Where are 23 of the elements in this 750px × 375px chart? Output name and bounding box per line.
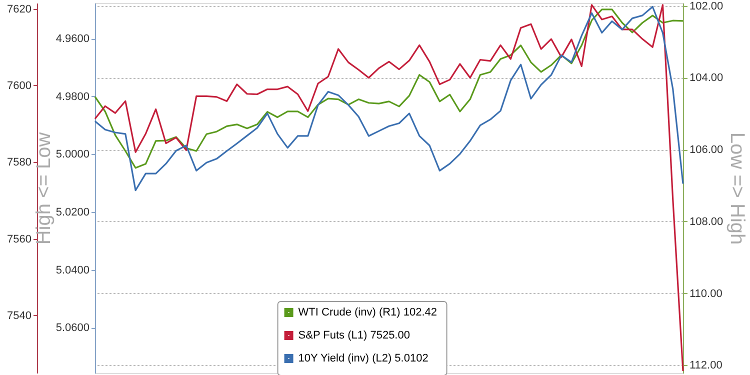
y3-tick-label: 5.0600: [56, 322, 90, 334]
y-tick-label: 7540: [7, 310, 32, 322]
legend-label: 10Y Yield (inv) (L2) 5.0102: [298, 352, 428, 364]
legend-label: S&P Futs (L1) 7525.00: [298, 330, 410, 342]
y-tick-label: 7560: [7, 233, 32, 246]
y-tick-label: 7580: [7, 156, 32, 169]
y2-tick-label: 112.00: [690, 360, 722, 372]
y3-tick-label: 5.0200: [56, 206, 90, 218]
y-tick-label: 7620: [7, 3, 32, 16]
y2-tick-label: 110.00: [690, 288, 722, 300]
legend-label: WTI Crude (inv) (R1) 102.42: [298, 306, 438, 318]
y3-tick-label: 4.9800: [56, 90, 90, 103]
y3-tick-label: 4.9600: [56, 33, 90, 46]
y-tick-label: 7600: [7, 80, 32, 92]
line-series: [94, 4, 684, 372]
y3-tick-label: 5.0400: [56, 264, 90, 276]
y2-tick-label: 102.00: [690, 0, 724, 12]
y2-tick-label: 108.00: [690, 216, 724, 228]
y3-tick-label: 5.0000: [56, 148, 90, 161]
y2-tick-label: 104.00: [690, 72, 724, 84]
y2-axis-title: Low => High: [726, 132, 748, 245]
y2-tick-label: 106.00: [690, 144, 724, 156]
y3-axis-title: High <= Low: [32, 132, 55, 245]
